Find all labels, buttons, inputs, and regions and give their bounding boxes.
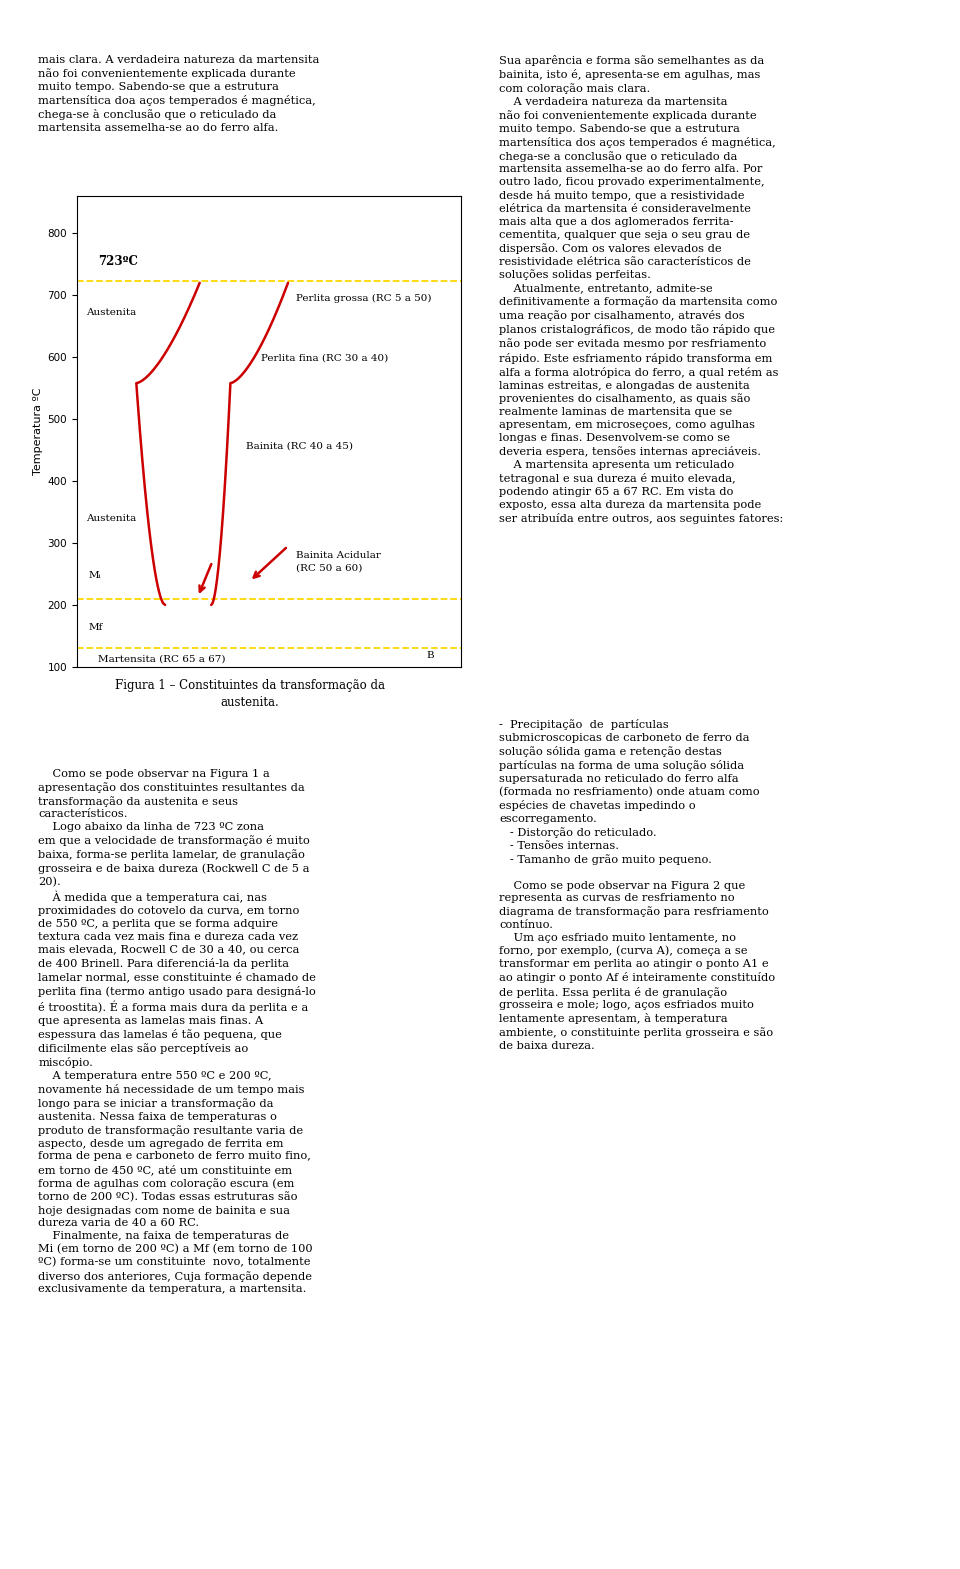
Text: Mf: Mf <box>88 623 103 632</box>
Text: Martensita (RC 65 a 67): Martensita (RC 65 a 67) <box>98 654 226 664</box>
Text: B: B <box>426 651 434 661</box>
Text: (RC 50 a 60): (RC 50 a 60) <box>296 563 362 573</box>
Text: Mᵢ: Mᵢ <box>88 571 101 581</box>
Text: Bainita Acidular: Bainita Acidular <box>296 551 380 560</box>
Text: Sua aparência e forma são semelhantes as da
bainita, isto é, apresenta-se em agu: Sua aparência e forma são semelhantes as… <box>499 55 783 524</box>
Text: Bainita (RC 40 a 45): Bainita (RC 40 a 45) <box>246 441 352 450</box>
Text: 723ºC: 723ºC <box>98 254 138 268</box>
Text: Figura 1 – Constituintes da transformação da
austenita.: Figura 1 – Constituintes da transformaçã… <box>114 679 385 709</box>
Text: -  Precipitação  de  partículas
submicroscopicas de carboneto de ferro da
soluçã: - Precipitação de partículas submicrosco… <box>499 706 776 1051</box>
Text: mais clara. A verdadeira natureza da martensita
não foi convenientemente explica: mais clara. A verdadeira natureza da mar… <box>38 55 320 133</box>
Y-axis label: Temperatura ºC: Temperatura ºC <box>34 388 43 475</box>
Text: Perlita grossa (RC 5 a 50): Perlita grossa (RC 5 a 50) <box>296 293 431 303</box>
Text: Austenita: Austenita <box>86 308 136 317</box>
Text: Perlita fina (RC 30 a 40): Perlita fina (RC 30 a 40) <box>261 355 389 362</box>
Text: Como se pode observar na Figura 1 a
apresentação dos constituintes resultantes d: Como se pode observar na Figura 1 a apre… <box>38 769 316 1294</box>
Text: Austenita: Austenita <box>86 513 136 522</box>
